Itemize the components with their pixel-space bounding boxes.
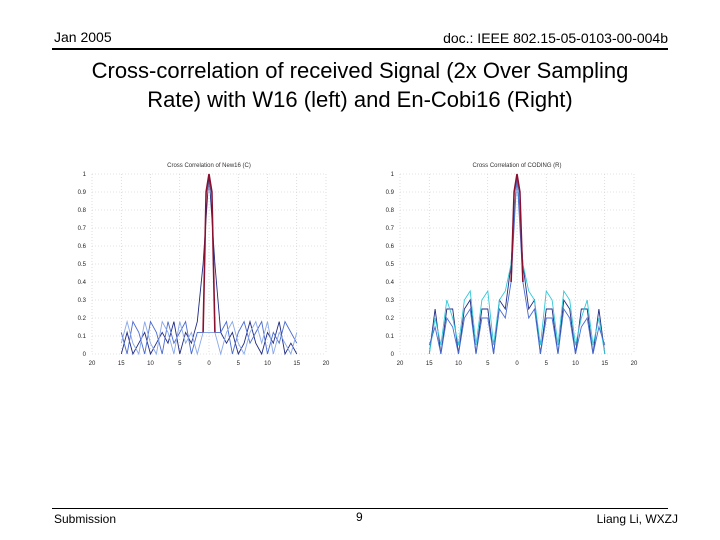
x-tick-label: 5	[178, 361, 182, 367]
x-tick-label: 20	[397, 361, 404, 367]
y-tick-label: 1	[83, 172, 87, 178]
y-tick-label: 0.6	[78, 244, 87, 250]
footer-page-number: 9	[356, 510, 363, 524]
series-line-4	[202, 173, 216, 333]
y-tick-label: 0	[391, 352, 395, 358]
y-tick-label: 0.6	[386, 244, 395, 250]
x-tick-label: 10	[147, 361, 154, 367]
x-tick-label: 10	[572, 361, 579, 367]
y-tick-label: 0.7	[386, 226, 395, 232]
slide-title-line-1: Cross-correlation of received Signal (2x…	[91, 58, 629, 83]
slide-title-line-2: Rate) with W16 (left) and En-Cobi16 (Rig…	[147, 87, 573, 112]
chart-left: Cross Correlation of New16 (C) 20 15 10 5 0 5 1…	[62, 160, 338, 376]
y-tick-label: 0.2	[386, 316, 395, 322]
chart-right: Cross Correlation of CODING (R) 20 15 10 5 0 5…	[370, 160, 646, 376]
slide-title: Cross-correlation of received Signal (2x…	[40, 56, 680, 114]
y-tick-label: 0.5	[386, 262, 395, 268]
x-tick-label: 0	[515, 361, 519, 367]
footer-divider	[52, 508, 668, 509]
header-date: Jan 2005	[54, 29, 112, 45]
y-tick-label: 0.9	[78, 190, 87, 196]
x-tick-label: 0	[207, 361, 211, 367]
x-tick-label: 10	[455, 361, 462, 367]
series-line-3	[120, 319, 298, 356]
x-tick-label: 15	[118, 361, 125, 367]
y-tick-label: 0.5	[78, 262, 87, 268]
x-tick-label: 15	[601, 361, 608, 367]
x-tick-label: 5	[545, 361, 549, 367]
series-line-4	[510, 173, 524, 283]
header-doc-id: doc.: IEEE 802.15-05-0103-00-004b	[443, 30, 668, 46]
header-divider	[52, 48, 668, 50]
y-tick-label: 0.8	[386, 208, 395, 214]
footer-submission: Submission	[54, 512, 117, 526]
y-tick-label: 0.7	[78, 226, 87, 232]
y-tick-label: 0.1	[386, 334, 395, 340]
chart-svg: Cross Correlation of New16 (C)20 15 10 5 0 5 1…	[78, 163, 330, 367]
y-tick-label: 0.2	[78, 316, 87, 322]
footer-author: Liang Li, WXZJ	[596, 512, 678, 526]
y-tick-label: 0.1	[78, 334, 87, 340]
x-tick-label: 15	[426, 361, 433, 367]
chart-title: Cross Correlation of New16 (C)	[167, 163, 251, 169]
x-tick-label: 20	[89, 361, 96, 367]
y-tick-label: 0.8	[78, 208, 87, 214]
chart-title: Cross Correlation of CODING (R)	[472, 163, 561, 169]
y-tick-label: 0.3	[386, 298, 395, 304]
x-tick-label: 20	[631, 361, 638, 367]
y-tick-label: 0.4	[78, 280, 87, 286]
x-tick-label: 10	[264, 361, 271, 367]
chart-svg: Cross Correlation of CODING (R)20 15 10 5 0 5…	[386, 163, 638, 367]
x-tick-label: 20	[323, 361, 330, 367]
y-tick-label: 0.3	[78, 298, 87, 304]
y-tick-label: 0.4	[386, 280, 395, 286]
y-tick-label: 0.9	[386, 190, 395, 196]
y-tick-label: 1	[391, 172, 395, 178]
x-tick-label: 5	[486, 361, 490, 367]
x-tick-label: 5	[237, 361, 241, 367]
x-tick-label: 15	[293, 361, 300, 367]
y-tick-label: 0	[83, 352, 87, 358]
